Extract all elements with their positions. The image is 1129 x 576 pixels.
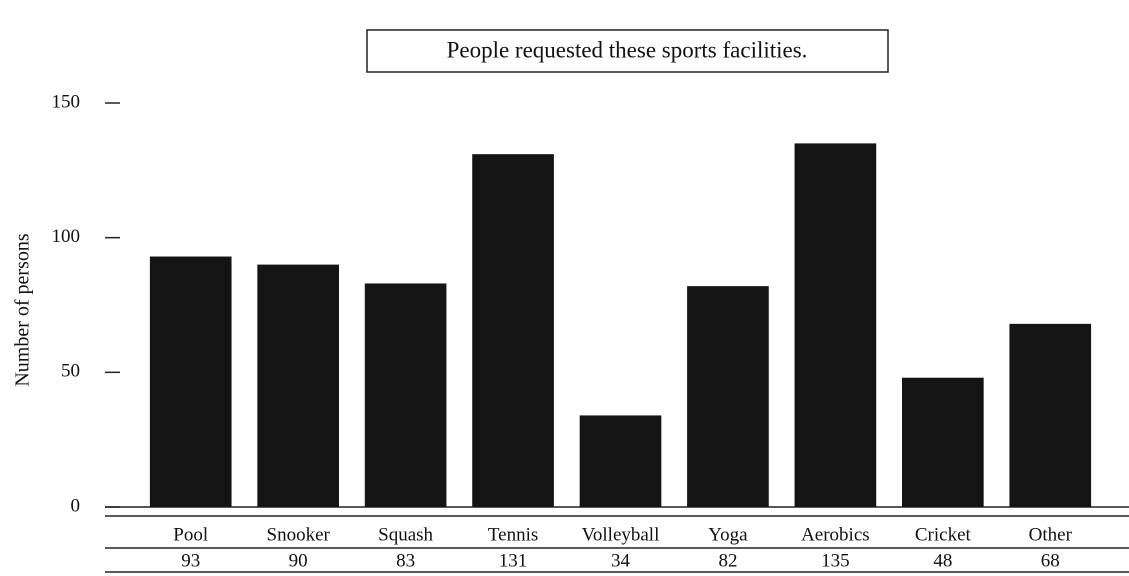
- value-label: 131: [499, 550, 528, 571]
- bar: [687, 286, 769, 507]
- bar: [149, 256, 232, 507]
- value-label: 68: [1041, 550, 1060, 571]
- x-tick-label: Yoga: [708, 524, 748, 545]
- bar: [472, 154, 554, 507]
- value-label: 82: [718, 550, 737, 571]
- x-tick-label: Snooker: [267, 524, 331, 545]
- x-tick-label: Volleyball: [582, 524, 660, 545]
- bar: [1009, 323, 1092, 507]
- y-tick-label: 0: [71, 495, 81, 516]
- value-label: 90: [289, 550, 308, 571]
- y-tick-label: 150: [52, 91, 81, 112]
- x-tick-label: Tennis: [488, 524, 538, 545]
- bar: [794, 143, 877, 507]
- bar: [257, 264, 339, 507]
- x-tick-label: Squash: [378, 524, 433, 545]
- value-label: 93: [181, 550, 200, 571]
- y-axis-label: Number of persons: [12, 233, 34, 387]
- bar: [579, 415, 662, 507]
- chart-title: People requested these sports facilities…: [447, 37, 808, 62]
- x-tick-label: Aerobics: [801, 524, 870, 545]
- x-tick-label: Cricket: [915, 524, 972, 545]
- title-box: [366, 29, 889, 73]
- bar: [902, 377, 984, 507]
- value-label: 48: [933, 550, 952, 571]
- bar: [364, 283, 447, 507]
- x-tick-label: Pool: [173, 524, 208, 545]
- y-tick-label: 50: [61, 361, 80, 382]
- value-label: 83: [396, 550, 415, 571]
- value-label: 34: [611, 550, 631, 571]
- value-label: 135: [821, 550, 850, 571]
- y-tick-label: 100: [52, 226, 81, 247]
- x-tick-label: Other: [1029, 524, 1073, 545]
